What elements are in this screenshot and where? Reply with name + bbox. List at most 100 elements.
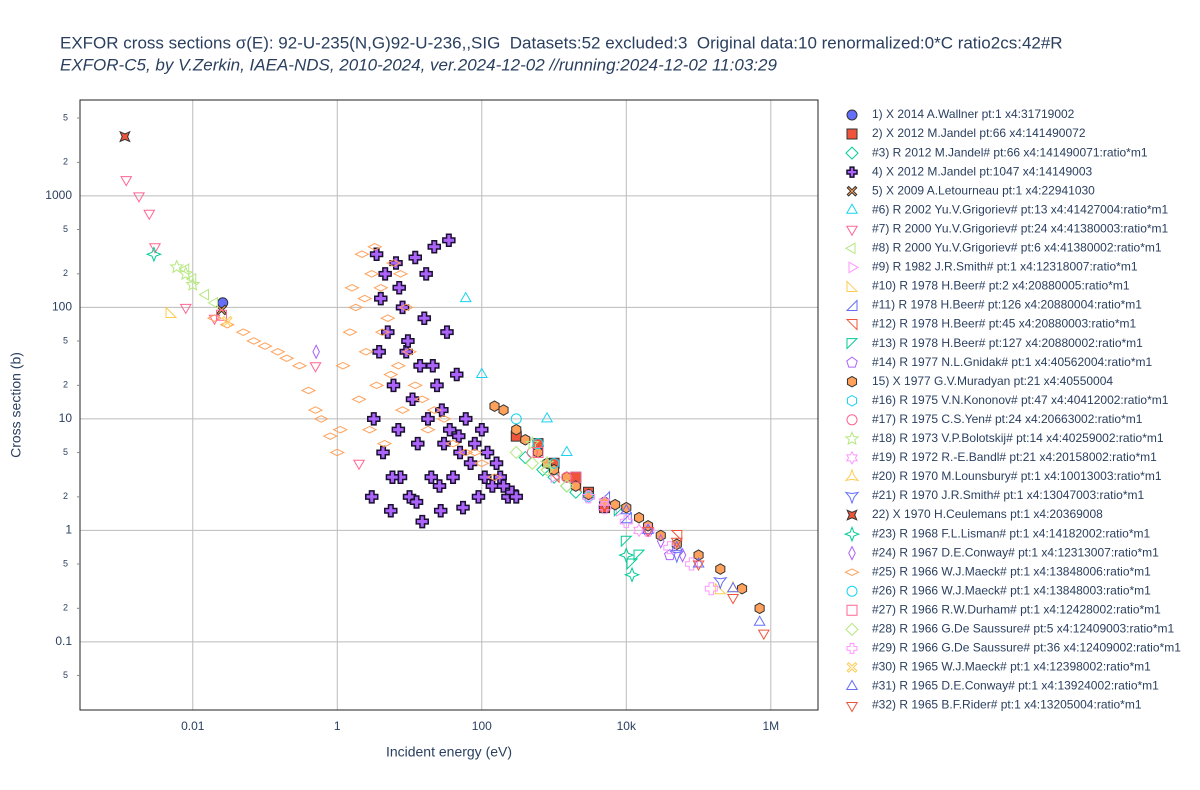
- data-point: [119, 130, 131, 143]
- data-point: [373, 283, 389, 292]
- legend-label: #24) R 1967 D.E.Conway# pt:1 x4:12313007…: [872, 545, 1159, 559]
- data-point: [539, 455, 555, 470]
- data-point: [165, 306, 178, 319]
- data-point: [312, 344, 320, 360]
- data-point: [598, 494, 611, 509]
- data-point: [405, 392, 420, 407]
- data-point: [509, 490, 524, 504]
- legend-marker: [845, 450, 859, 465]
- legend-marker: [846, 185, 858, 197]
- data-point: [385, 470, 400, 484]
- data-point: [420, 425, 436, 434]
- y-tick-label: 10: [59, 411, 73, 425]
- legend-marker: [844, 468, 860, 482]
- data-point: [452, 429, 466, 443]
- data-point: [367, 412, 381, 426]
- y-minor-tick-label: 5: [63, 447, 68, 457]
- y-minor-tick-label: 5: [63, 112, 68, 122]
- data-point: [426, 358, 440, 373]
- data-point: [570, 480, 581, 492]
- data-point: [621, 501, 632, 514]
- data-point: [511, 423, 522, 436]
- y-minor-tick-label: 2: [63, 268, 68, 278]
- data-point: [421, 412, 435, 426]
- data-point: [354, 250, 370, 259]
- data-point: [712, 577, 728, 590]
- legend-marker: [845, 702, 859, 713]
- data-point: [445, 439, 461, 448]
- plot-frame: [79, 99, 819, 711]
- data-point: [736, 582, 748, 595]
- data-point: [351, 395, 367, 404]
- data-point: [414, 395, 430, 404]
- data-point: [620, 503, 633, 515]
- legend: 1) X 2014 A.Wallner pt:1 x4:31719002 2) X…: [843, 107, 1181, 713]
- legend-label: #17) R 1975 C.S.Yen# pt:24 x4:20663002:r…: [872, 412, 1143, 426]
- legend-label: #16) R 1975 V.N.Kononov# pt:47 x4:404120…: [872, 393, 1169, 407]
- data-point: [436, 415, 452, 423]
- legend-marker: [846, 356, 858, 368]
- data-point: [413, 358, 427, 373]
- data-point: [335, 361, 351, 370]
- data-point: [459, 291, 472, 303]
- data-point: [291, 361, 308, 370]
- data-point: [408, 250, 422, 265]
- legend-marker: [845, 319, 858, 331]
- legend-label: #10) R 1978 H.Beer# pt:2 x4:20880005:rat…: [872, 279, 1130, 293]
- legend-label: #7) R 2000 Yu.V.Grigoriev# pt:24 x4:4138…: [872, 221, 1169, 235]
- data-point: [440, 325, 454, 339]
- y-minor-tick-label: 5: [63, 558, 68, 568]
- data-point: [391, 422, 406, 437]
- x-axis-label: Incident energy (eV): [386, 744, 512, 760]
- data-point: [342, 328, 358, 336]
- legend-marker: [846, 509, 858, 521]
- legend-label: #28) R 1966 G.De Saussure# pt:5 x4:12409…: [872, 622, 1175, 636]
- data-point: [348, 303, 364, 312]
- data-point: [309, 362, 322, 373]
- data-point: [409, 495, 424, 509]
- data-point: [486, 473, 503, 482]
- data-point: [525, 456, 539, 470]
- data-point: [524, 435, 540, 450]
- data-point: [368, 381, 385, 390]
- legend-label: 4) X 2012 M.Jandel pt:1047 x4:14149003: [872, 164, 1092, 178]
- data-point: [467, 448, 483, 457]
- data-point: [357, 294, 373, 303]
- legend-label: #23) R 1968 F.L.Lisman# pt:1 x4:14182002…: [872, 526, 1151, 540]
- data-point: [178, 266, 194, 281]
- data-point: [446, 470, 460, 484]
- data-point: [641, 526, 655, 538]
- data-point: [365, 490, 379, 504]
- data-point: [378, 267, 392, 281]
- data-point: [221, 315, 233, 327]
- data-point: [468, 436, 482, 451]
- grid: [80, 100, 818, 710]
- data-point: [610, 498, 621, 511]
- data-point: [726, 581, 740, 593]
- data-point: [235, 328, 251, 336]
- data-point: [623, 566, 641, 583]
- x-tick-label: 1M: [762, 719, 779, 733]
- legend-label: #19) R 1972 R.-E.Bandl# pt:21 x4:2015800…: [872, 450, 1157, 464]
- data-point: [392, 281, 406, 295]
- data-point: [411, 436, 425, 451]
- legend-marker: [846, 604, 858, 616]
- data-point: [715, 563, 726, 575]
- data-point: [582, 490, 596, 504]
- data-point: [332, 425, 348, 434]
- data-point: [560, 479, 574, 493]
- data-point: [132, 192, 146, 203]
- data-point: [656, 533, 665, 549]
- data-point: [384, 504, 398, 518]
- data-point: [392, 270, 409, 278]
- data-point: [437, 436, 451, 451]
- data-point: [670, 537, 683, 549]
- data-point: [367, 242, 383, 251]
- legend-marker: [845, 203, 859, 214]
- data-point: [510, 413, 522, 425]
- data-point: [620, 535, 633, 548]
- data-point: [358, 347, 374, 356]
- data-point: [380, 314, 396, 323]
- data-point: [726, 594, 740, 605]
- legend-label: 1) X 2014 A.Wallner pt:1 x4:31719002: [872, 107, 1075, 121]
